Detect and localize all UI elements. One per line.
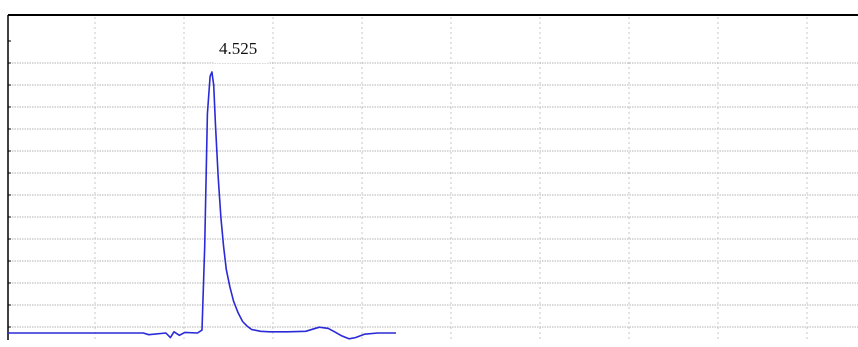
- vertical-gridlines: [94, 17, 808, 340]
- series-line: [8, 71, 396, 340]
- peak-value-label: 4.525: [219, 39, 257, 58]
- peak-label-background: [214, 35, 268, 63]
- horizontal-gridlines: [12, 62, 858, 328]
